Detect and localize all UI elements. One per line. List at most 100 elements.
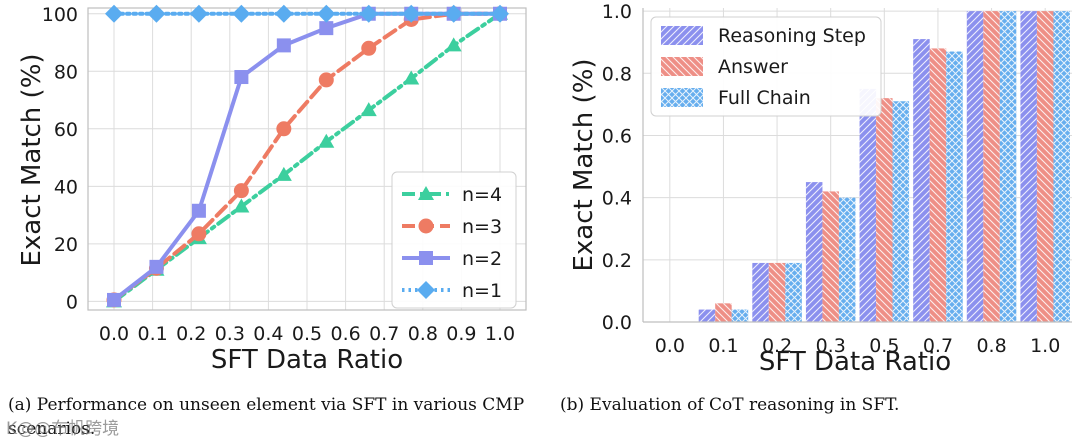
caption-b: (b) Evaluation of CoT reasoning in SFT. (560, 395, 900, 415)
legend-box (391, 171, 517, 309)
x-tick-label: 0.8 (408, 323, 438, 345)
x-tick-label: 1.0 (485, 323, 515, 345)
legend-swatch-hatch-Full Chain (661, 88, 703, 107)
legend-marker-n=3 (418, 218, 434, 234)
legend-label-Answer: Answer (718, 56, 788, 78)
x-tick-label: 0.0 (655, 335, 685, 357)
y-tick-label: 20 (54, 234, 78, 256)
bar-hatch-Full Chain (838, 197, 856, 322)
y-tick-label: 80 (54, 61, 78, 83)
tick-labels: 0.0 0.2 0.4 0.6 0.8 1.0 0.0 0.1 0.2 0.3 0.5 0.7 0.8 1… (602, 1, 1061, 357)
series-lines (105, 4, 509, 308)
data-point-n=3 (276, 121, 292, 137)
y-tick-label: 0.4 (602, 188, 632, 210)
bar-hatch-Reasoning Step (966, 11, 984, 322)
bar-hatch-Reasoning Step (805, 182, 823, 322)
data-point-n=3 (233, 183, 249, 199)
bar-hatch-Answer (822, 191, 839, 322)
x-tick-label: 0.1 (708, 335, 738, 357)
watermark: K@@布帆跨境 (6, 419, 120, 439)
data-point-n=3 (191, 226, 207, 242)
x-tick-label: 0.7 (923, 335, 953, 357)
bar-hatch-Answer (715, 303, 732, 322)
data-point-n=1 (189, 4, 208, 23)
bar-hatch-Answer (876, 98, 893, 322)
data-point-n=3 (361, 40, 377, 56)
legend-swatch-hatch-Reasoning Step (661, 26, 703, 45)
y-tick-label: 0.0 (602, 312, 632, 334)
y-tick-label: 0.8 (602, 63, 632, 85)
y-tick-label: 0.2 (602, 250, 632, 272)
legend-label-n=4: n=4 (462, 184, 502, 206)
x-tick-label: 0.3 (816, 335, 846, 357)
bar-hatch-Full Chain (731, 309, 749, 322)
bar-hatch-Full Chain (946, 51, 963, 323)
x-tick-label: 0.2 (176, 323, 206, 345)
x-axis-title: SFT Data Ratio (211, 345, 403, 375)
data-point-n=2 (276, 38, 291, 53)
legend-label-Full Chain: Full Chain (718, 87, 811, 109)
y-tick-label: 1.0 (602, 1, 632, 23)
data-point-n=1 (444, 4, 463, 23)
x-axis-title: SFT Data Ratio (759, 347, 951, 377)
x-tick-label: 0.0 (99, 323, 129, 345)
bar-hatch-Answer (768, 262, 786, 322)
legend: Reasoning Step Answer Full Chain (650, 16, 882, 117)
y-axis-title: Exact Match (%) (569, 58, 599, 271)
y-tick-label: 0 (66, 291, 78, 313)
x-tick-label: 0.2 (762, 335, 792, 357)
series-line-n=4 (112, 11, 502, 304)
y-tick-label: 60 (54, 119, 78, 141)
bar-hatch-Reasoning Step (913, 39, 930, 322)
data-point-n=1 (359, 4, 378, 23)
bar-hatch-Reasoning Step (1020, 11, 1037, 322)
data-point-n=2 (149, 259, 164, 274)
x-tick-label: 0.5 (869, 335, 899, 357)
data-point-n=3 (318, 72, 334, 88)
x-tick-label: 1.0 (1030, 335, 1060, 357)
bar-hatch-Reasoning Step (859, 88, 877, 322)
data-point-n=1 (317, 4, 336, 23)
data-point-n=2 (191, 203, 206, 218)
bar-chart-panel: 0.0 0.2 0.4 0.6 0.8 1.0 0.0 0.1 0.2 0.3 0.5 0.7 0.8 1… (569, 1, 1072, 377)
bar-hatch-Answer (1036, 11, 1054, 322)
y-tick-label: 100 (42, 4, 78, 26)
legend-label-n=3: n=3 (462, 216, 502, 238)
x-tick-label: 0.8 (976, 335, 1006, 357)
x-tick-label: 0.4 (253, 323, 283, 345)
plot-frame (87, 7, 527, 311)
bar-hatch-Full Chain (1053, 11, 1070, 322)
x-tick-label: 0.3 (215, 323, 245, 345)
data-point-n=1 (147, 4, 166, 23)
bar-hatch-Reasoning Step (752, 262, 769, 322)
legend-marker-n=4 (418, 186, 434, 200)
legend-swatch-hatch-Answer (661, 57, 703, 76)
x-tick-label: 0.7 (369, 323, 399, 345)
x-tick-label: 0.5 (292, 323, 322, 345)
data-point-n=4 (360, 102, 377, 117)
data-point-n=1 (105, 4, 123, 23)
data-point-n=1 (232, 4, 251, 23)
legend-marker-n=2 (419, 251, 433, 265)
bar-hatch-Answer (929, 48, 947, 323)
x-tick-label: 0.9 (446, 323, 476, 345)
bar-hatch-Answer (983, 11, 1000, 322)
data-point-n=1 (274, 4, 293, 23)
data-point-n=2 (319, 21, 334, 36)
bar-hatch-Reasoning Step (698, 309, 716, 322)
data-point-n=4 (318, 133, 335, 148)
y-tick-label: 0.6 (602, 125, 632, 147)
bar-hatch-Full Chain (892, 101, 910, 322)
x-tick-label: 0.6 (330, 323, 360, 345)
bar-hatch-Full Chain (999, 11, 1017, 322)
legend-box (650, 16, 882, 117)
data-point-n=4 (445, 37, 462, 52)
data-point-n=4 (233, 198, 250, 213)
caption-a: (a) Performance on unseen element via SF… (8, 395, 525, 439)
data-point-n=4 (403, 70, 420, 85)
bar-hatch-Full Chain (785, 262, 802, 322)
tick-labels: 0.0 0.1 0.2 0.3 0.4 0.5 0.6 0.7 0.8 0.9 1.0 0 20 40 60… (42, 4, 515, 345)
y-tick-label: 40 (54, 176, 78, 198)
bars (698, 11, 1070, 323)
